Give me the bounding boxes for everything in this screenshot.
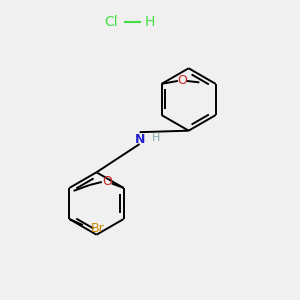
- Text: H: H: [152, 133, 160, 143]
- Text: Br: Br: [90, 221, 104, 235]
- Text: N: N: [134, 133, 145, 146]
- Text: H: H: [145, 15, 155, 29]
- Text: Cl: Cl: [104, 15, 118, 29]
- Text: O: O: [178, 74, 188, 87]
- Text: O: O: [102, 176, 112, 188]
